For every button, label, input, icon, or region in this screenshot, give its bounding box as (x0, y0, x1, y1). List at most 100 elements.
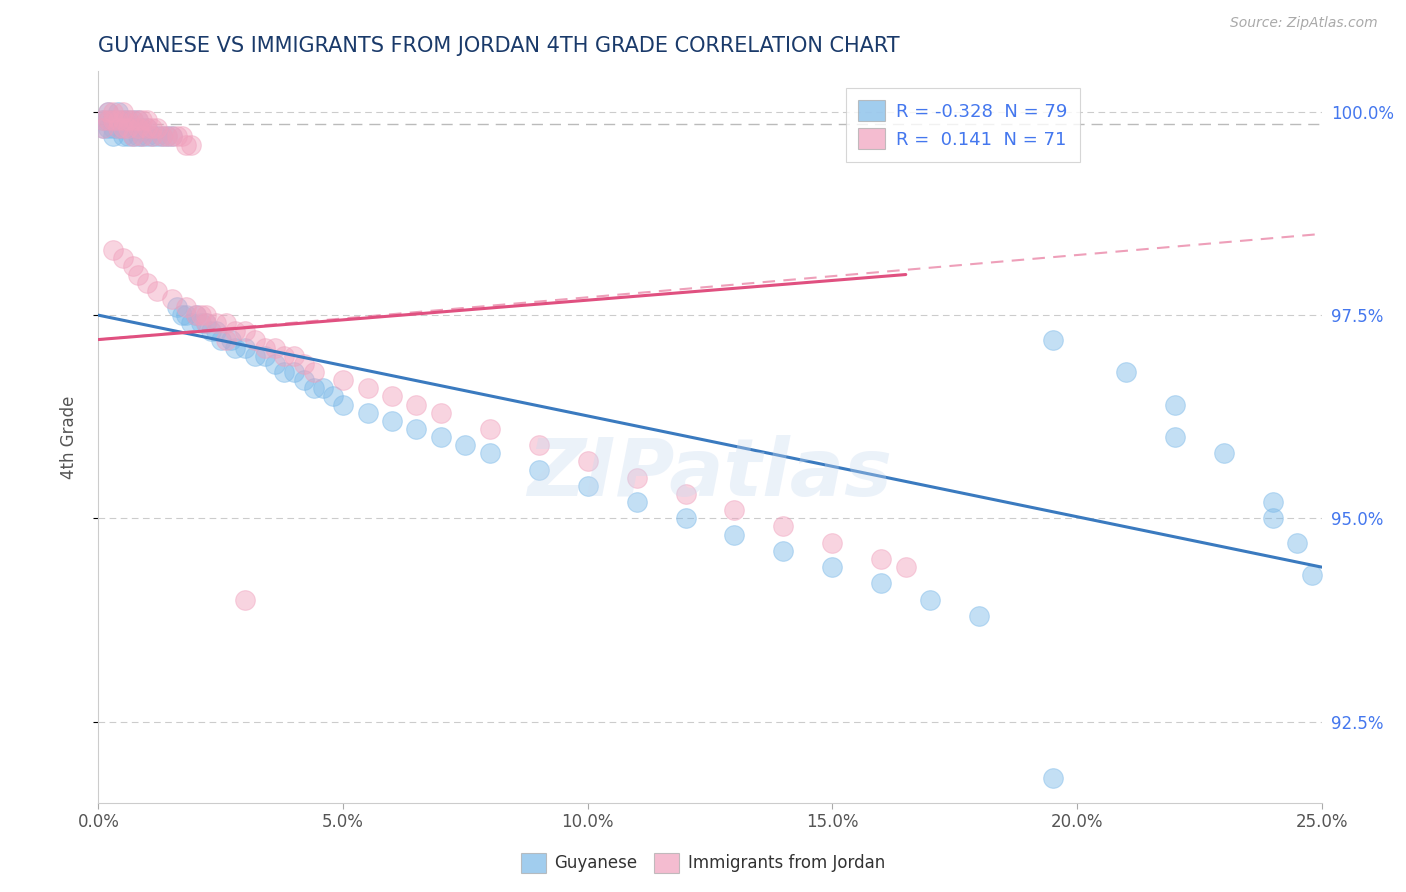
Point (117, 129, 139, 144)
Point (1042, 772, 1064, 786)
Point (107, 121, 129, 136)
Point (176, 300, 198, 314)
Point (107, 121, 129, 136)
Point (243, 349, 266, 363)
Point (219, 333, 242, 347)
Point (136, 121, 159, 136)
Point (195, 316, 218, 330)
Point (131, 113, 153, 128)
Point (101, 113, 124, 128)
Point (136, 113, 159, 128)
Point (205, 325, 228, 339)
Point (253, 341, 276, 355)
Point (101, 121, 124, 136)
Point (156, 129, 179, 144)
Point (263, 357, 285, 371)
Point (821, 560, 844, 574)
Point (127, 268, 149, 282)
Point (283, 349, 305, 363)
Point (332, 373, 354, 387)
Point (195, 316, 218, 330)
Point (870, 576, 893, 591)
Point (111, 113, 134, 128)
Point (1164, 430, 1187, 444)
Point (356, 406, 378, 420)
Point (166, 129, 188, 144)
Text: Source: ZipAtlas.com: Source: ZipAtlas.com (1230, 16, 1378, 29)
Point (111, 113, 134, 128)
Point (97, 121, 120, 136)
Point (136, 121, 159, 136)
Point (127, 121, 149, 136)
Point (233, 325, 256, 339)
Point (97, 105, 120, 120)
Point (233, 341, 256, 355)
Point (292, 373, 315, 387)
Point (821, 535, 844, 549)
Point (626, 495, 648, 509)
Point (454, 438, 477, 452)
Point (1261, 495, 1284, 509)
Point (117, 113, 139, 128)
Point (478, 422, 501, 436)
Point (233, 592, 256, 607)
Point (870, 552, 893, 566)
Point (214, 316, 236, 330)
Point (117, 121, 139, 136)
Y-axis label: 4th Grade: 4th Grade (59, 395, 77, 479)
Point (190, 308, 212, 322)
Point (136, 129, 159, 144)
Point (381, 389, 404, 403)
Point (146, 121, 169, 136)
Point (626, 471, 648, 485)
Point (160, 292, 183, 306)
Point (920, 592, 942, 607)
Point (166, 300, 188, 314)
Point (1115, 365, 1137, 379)
Point (121, 129, 143, 144)
Point (150, 129, 173, 144)
Point (283, 365, 305, 379)
Point (356, 381, 378, 395)
Point (91, 113, 114, 128)
Point (141, 129, 163, 144)
Point (478, 446, 501, 460)
Point (141, 121, 163, 136)
Point (243, 333, 266, 347)
Text: GUYANESE VS IMMIGRANTS FROM JORDAN 4TH GRADE CORRELATION CHART: GUYANESE VS IMMIGRANTS FROM JORDAN 4TH G… (98, 36, 900, 55)
Point (97, 113, 120, 128)
Point (527, 462, 550, 476)
Point (141, 129, 163, 144)
Point (894, 560, 917, 574)
Point (195, 308, 218, 322)
Point (136, 276, 159, 290)
Point (180, 137, 202, 152)
Point (302, 381, 325, 395)
Point (214, 333, 236, 347)
Point (527, 438, 550, 452)
Point (101, 105, 124, 120)
Point (97, 113, 120, 128)
Point (253, 349, 276, 363)
Point (101, 243, 124, 257)
Point (273, 365, 295, 379)
Point (121, 113, 143, 128)
Point (101, 113, 124, 128)
Point (121, 113, 143, 128)
Point (127, 113, 149, 128)
Point (97, 105, 120, 120)
Point (121, 121, 143, 136)
Point (186, 308, 208, 322)
Point (121, 260, 143, 274)
Point (160, 129, 183, 144)
Point (1212, 446, 1234, 460)
Point (209, 333, 232, 347)
Point (117, 113, 139, 128)
Point (576, 454, 599, 468)
Point (430, 406, 453, 420)
Point (180, 316, 202, 330)
Point (186, 308, 208, 322)
Point (111, 105, 134, 120)
Point (111, 252, 134, 266)
Point (91, 121, 114, 136)
